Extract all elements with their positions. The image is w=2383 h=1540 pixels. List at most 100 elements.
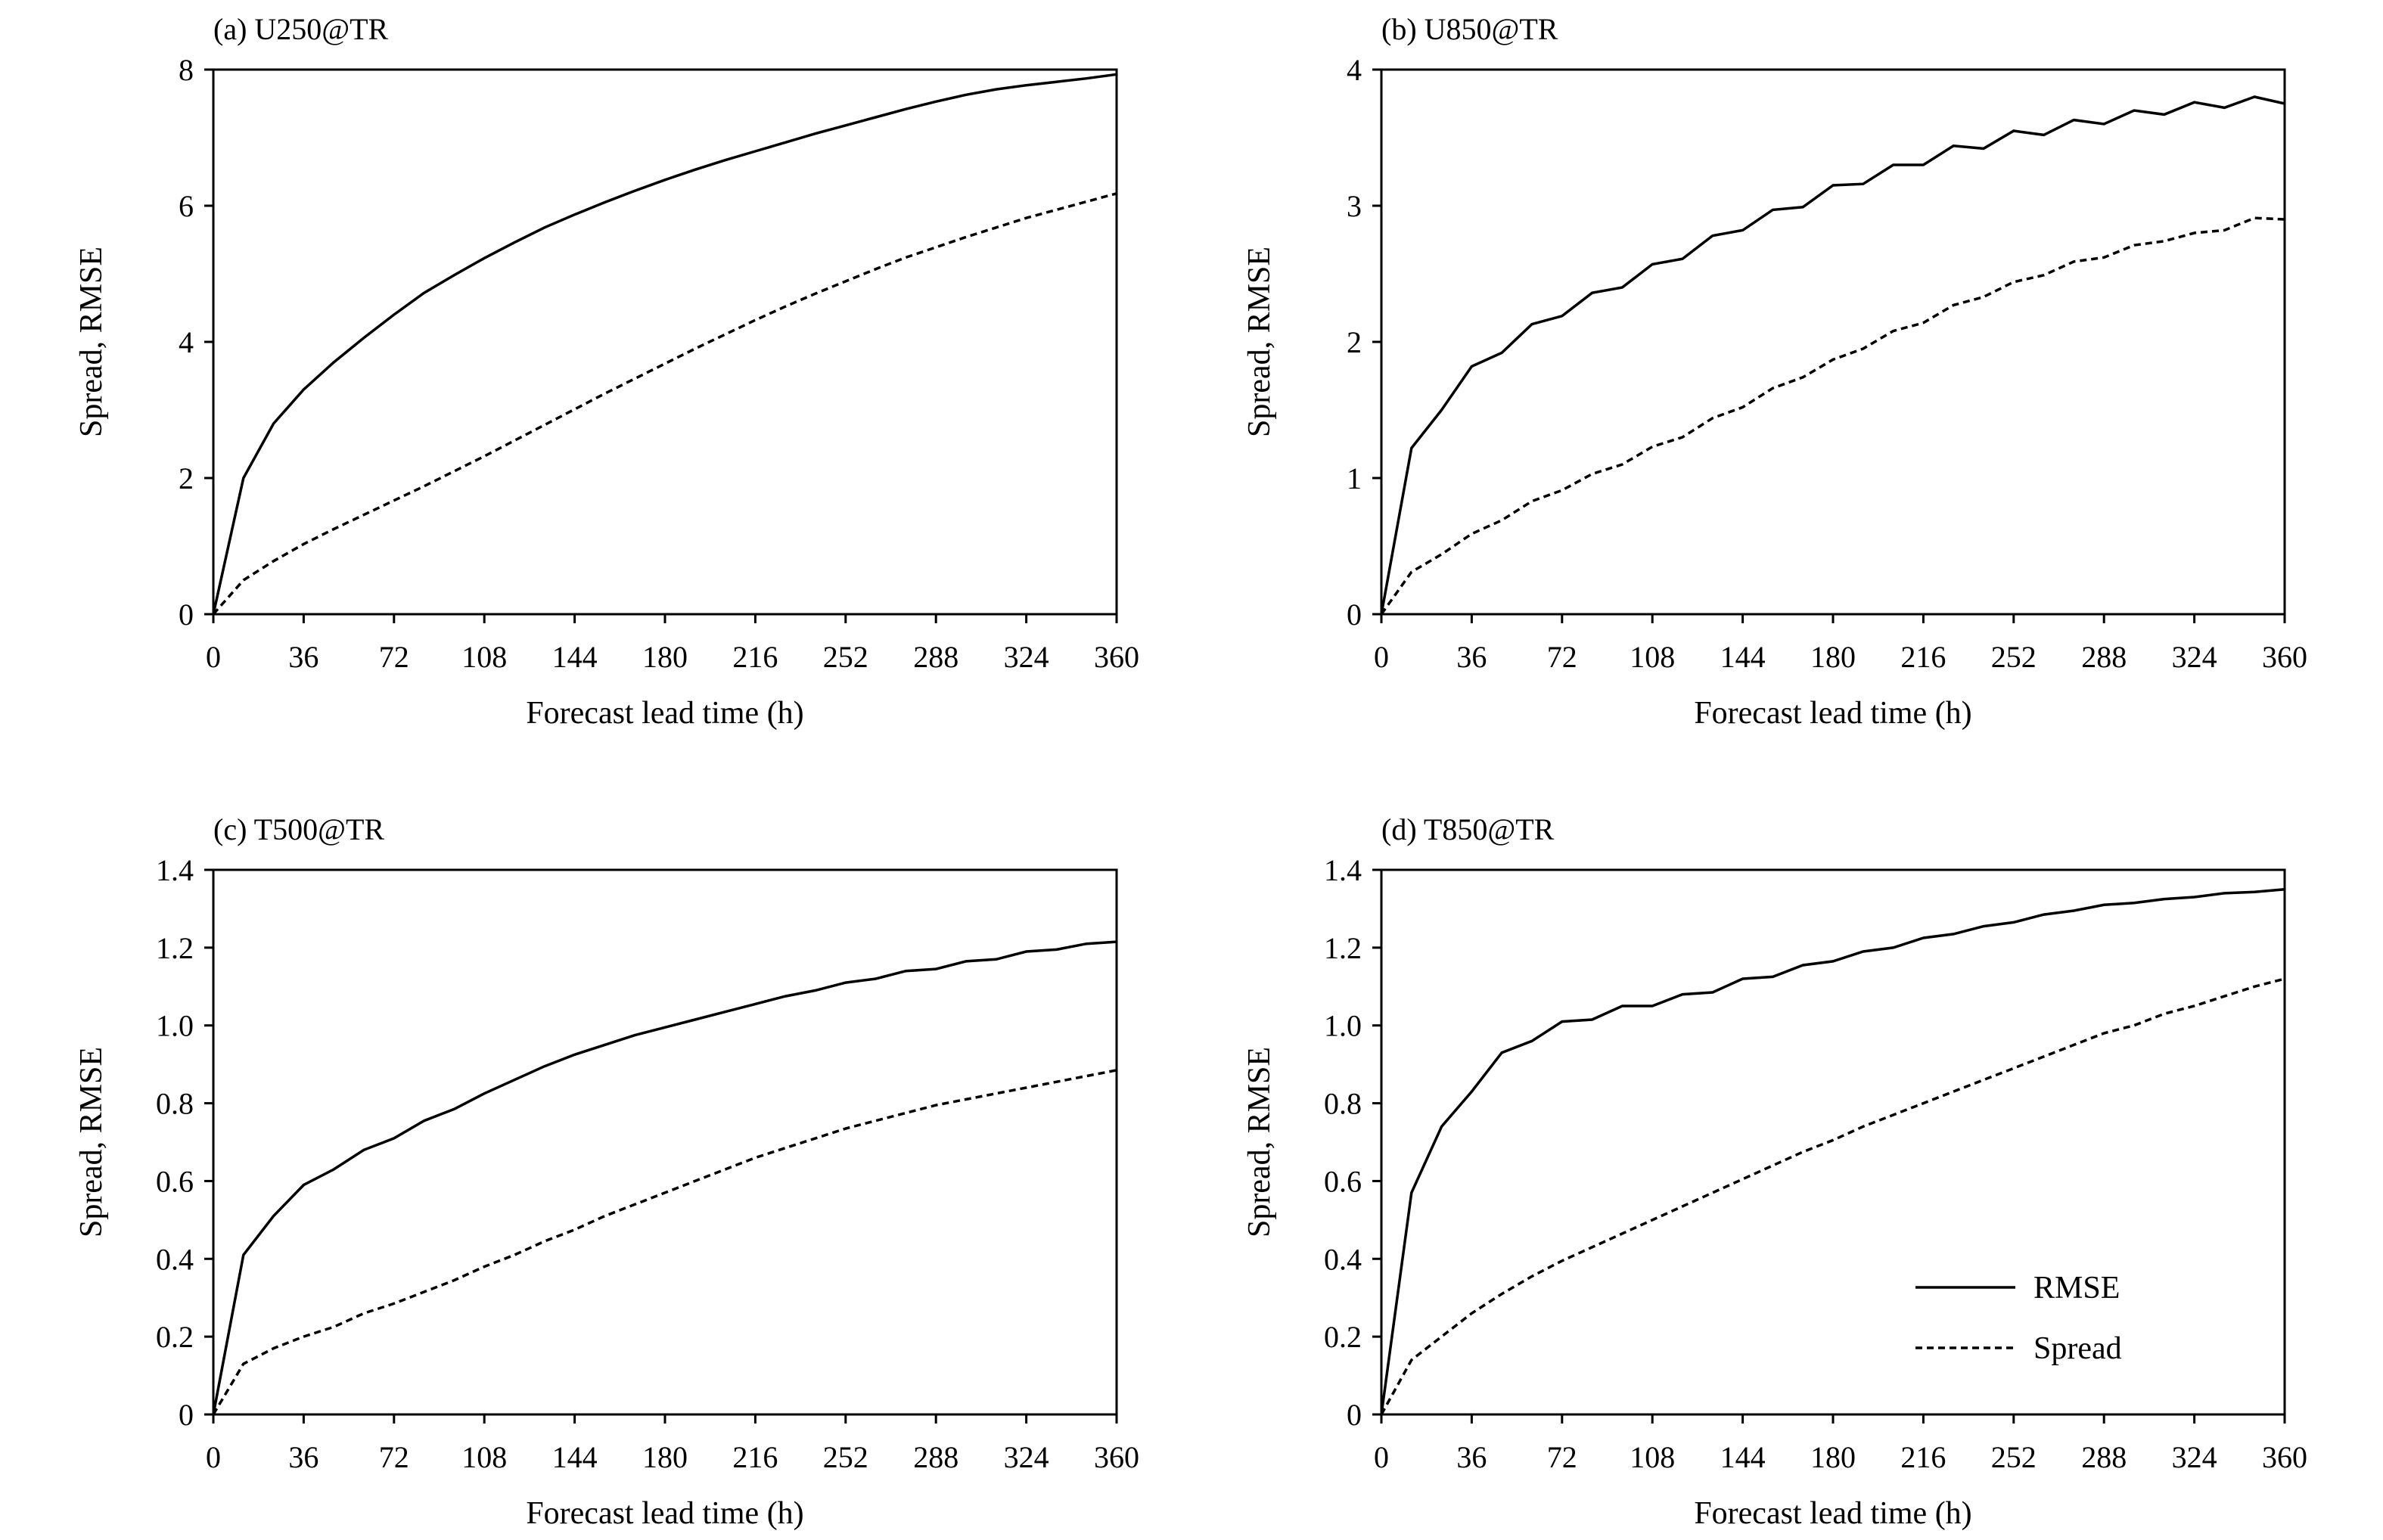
x-tick-label: 252 [1991,1440,2037,1474]
y-tick-label: 1.4 [1324,853,1362,887]
x-tick-label: 72 [379,1440,409,1474]
x-tick-label: 72 [1547,640,1577,674]
y-tick-label: 0 [179,598,194,632]
x-axis-label: Forecast lead time (h) [526,696,803,731]
x-tick-label: 180 [1810,640,1856,674]
x-tick-label: 0 [1374,640,1389,674]
x-tick-label: 72 [1547,1440,1577,1474]
x-tick-label: 144 [552,1440,598,1474]
x-tick-label: 288 [913,1440,958,1474]
y-tick-label: 0.8 [156,1087,194,1121]
chart-panel-0: (a) U250@TR 0 36 72 108 144 180 216 252 288 324 360… [74,12,1139,731]
x-tick-label: 108 [1630,640,1675,674]
x-tick-label: 144 [552,640,598,674]
x-tick-label: 360 [2262,640,2307,674]
x-tick-label: 0 [206,640,221,674]
spread-series-line [212,192,1117,616]
rmse-series-line [212,940,1117,1415]
y-tick-label: 0.8 [1324,1087,1362,1121]
y-tick-label: 8 [179,53,194,87]
legend: RMSE Spread [1915,1271,2122,1366]
x-axis-label: Forecast lead time (h) [526,1496,803,1531]
legend-label-spread: Spread [2033,1331,2122,1366]
x-tick-label: 324 [1004,640,1049,674]
rmse-series-line [212,73,1117,615]
y-tick-label: 1.2 [156,931,194,965]
x-tick-label: 324 [2172,640,2217,674]
x-axis-label: Forecast lead time (h) [1694,696,1971,731]
x-tick-label: 360 [1094,1440,1139,1474]
y-tick-label: 2 [179,461,194,495]
x-tick-label: 144 [1720,640,1766,674]
chart-panel-2: (c) T500@TR 0 36 72 108 144 180 216 252 288 324 360… [74,812,1139,1531]
x-tick-label: 108 [1630,1440,1675,1474]
x-tick-label: 288 [913,640,958,674]
y-tick-label: 1.4 [156,853,194,887]
spread-series-line [1380,977,2285,1415]
y-axis-label: Spread, RMSE [74,247,109,437]
y-tick-label: 2 [1347,325,1362,359]
x-tick-label: 360 [1094,640,1139,674]
x-tick-label: 216 [1900,1440,1946,1474]
y-tick-label: 1 [1347,461,1362,495]
y-tick-label: 0.2 [1324,1320,1362,1354]
x-tick-label: 252 [823,640,868,674]
y-tick-label: 0.6 [1324,1164,1362,1198]
y-tick-label: 0.4 [1324,1242,1362,1276]
x-tick-label: 288 [2081,640,2127,674]
plot-frame [212,868,1118,1416]
y-tick-label: 0 [1347,1398,1362,1432]
y-tick-label: 0.6 [156,1164,194,1198]
panel-title: (a) U250@TR [213,12,389,46]
x-tick-label: 72 [379,640,409,674]
x-axis-label: Forecast lead time (h) [1694,1496,1971,1531]
y-axis-label: Spread, RMSE [1242,1047,1277,1237]
chart-panel-1: (b) U850@TR0 36 72 108 144 180 216 252 288 324 360… [1242,12,2307,731]
plot-frame [1380,68,2286,616]
panel-title: (c) T500@TR [213,812,384,846]
x-tick-label: 36 [1456,1440,1487,1474]
x-tick-label: 36 [288,640,318,674]
x-tick-label: 216 [732,1440,778,1474]
x-tick-label: 324 [2172,1440,2217,1474]
x-tick-label: 36 [1456,640,1487,674]
rmse-series-line [1380,887,2285,1415]
y-tick-label: 3 [1347,189,1362,223]
x-tick-label: 324 [1004,1440,1049,1474]
x-tick-label: 180 [1810,1440,1856,1474]
y-tick-label: 0.2 [156,1320,194,1354]
y-tick-label: 0 [1347,598,1362,632]
x-tick-label: 180 [642,1440,688,1474]
x-tick-label: 108 [461,1440,507,1474]
panel-title: (b) U850@TR [1381,12,1558,46]
x-tick-label: 216 [732,640,778,674]
y-axis-label: Spread, RMSE [74,1047,109,1237]
y-tick-label: 6 [179,189,194,223]
x-tick-label: 0 [206,1440,221,1474]
x-tick-label: 0 [1374,1440,1389,1474]
y-tick-label: 1.0 [1324,1009,1362,1043]
rmse-series-line [1380,95,2285,615]
x-tick-label: 252 [823,1440,868,1474]
y-tick-label: 0.4 [156,1242,194,1276]
x-tick-label: 144 [1720,1440,1766,1474]
x-tick-label: 252 [1991,640,2037,674]
panel-title: (d) T850@TR [1381,812,1555,846]
x-tick-label: 288 [2081,1440,2127,1474]
spread-series-line [1380,216,2285,616]
plot-frame [1380,868,2286,1416]
chart-panel-3: (d) T850@TR 0 36 72 108 144 180 216 252 288 324 360… [1242,812,2307,1531]
x-tick-label: 360 [2262,1440,2307,1474]
y-tick-label: 4 [1347,53,1362,87]
y-tick-label: 4 [179,325,194,359]
y-tick-label: 1.0 [156,1009,194,1043]
x-tick-label: 180 [642,640,688,674]
y-tick-label: 1.2 [1324,931,1362,965]
x-tick-label: 108 [461,640,507,674]
plot-frame [212,68,1118,616]
legend-label-rmse: RMSE [2033,1271,2120,1306]
x-tick-label: 216 [1900,640,1946,674]
y-axis-label: Spread, RMSE [1242,247,1277,437]
y-tick-label: 0 [179,1398,194,1432]
